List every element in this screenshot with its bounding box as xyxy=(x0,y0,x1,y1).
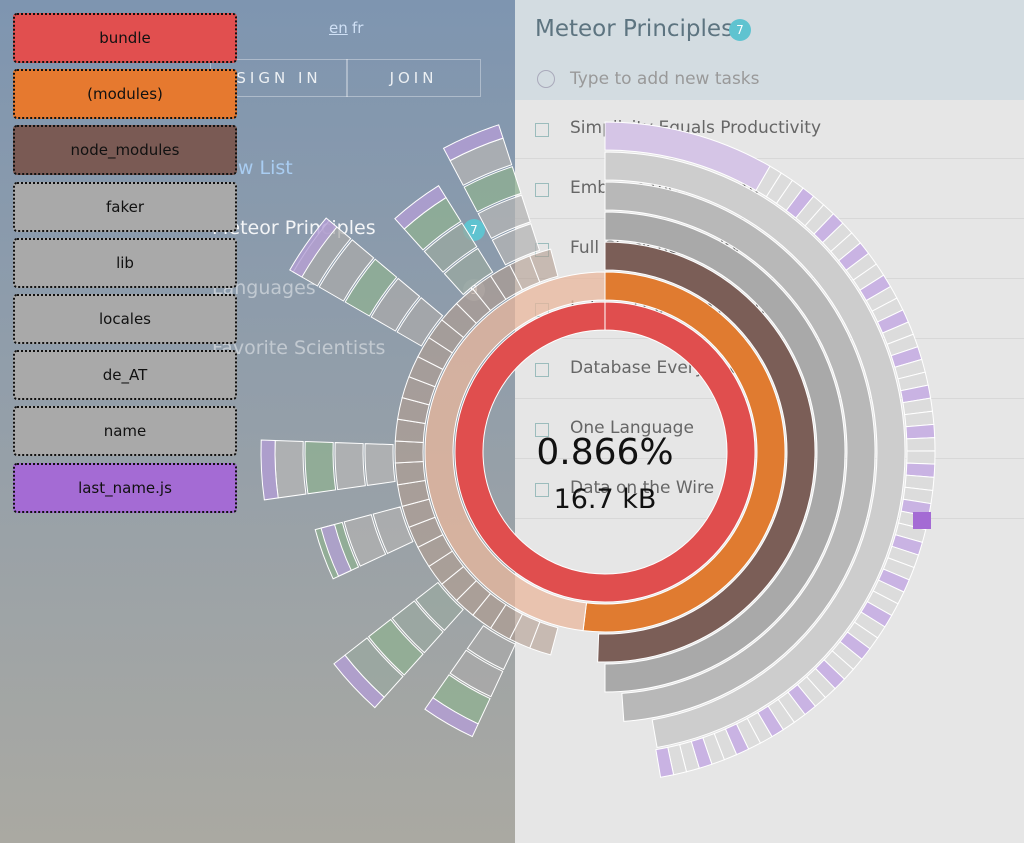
sunburst-segment xyxy=(370,277,421,332)
task-divider xyxy=(515,158,1024,159)
task-checkbox xyxy=(535,363,549,377)
sunburst-segment xyxy=(364,443,396,486)
sunburst-segment xyxy=(604,211,846,693)
sunburst-segment xyxy=(491,223,541,266)
list-item[interactable]: Languages xyxy=(212,277,316,299)
list-title: Meteor Principles xyxy=(535,16,734,42)
sunburst-segment xyxy=(289,217,338,278)
sunburst-segment xyxy=(443,247,494,296)
lang-link[interactable]: fr xyxy=(352,19,364,37)
sunburst-segment xyxy=(423,222,478,273)
sunburst-segment xyxy=(333,654,385,709)
sunburst-segment xyxy=(477,194,531,240)
breadcrumb-item: name xyxy=(13,406,237,457)
sunburst-segment xyxy=(372,506,414,555)
sunburst-segment xyxy=(334,442,366,491)
sunburst-segment xyxy=(391,600,444,654)
center-percent: 0.866% xyxy=(536,432,673,473)
breadcrumb-item: lib xyxy=(13,237,237,288)
sunburst-segment xyxy=(394,460,426,486)
breadcrumb-item: last_name.js xyxy=(13,462,237,513)
task-checkbox xyxy=(535,483,549,497)
sunburst-segment xyxy=(906,450,936,465)
sunburst-segment xyxy=(597,241,816,663)
sunburst-segment xyxy=(304,441,337,495)
sunburst-segment xyxy=(344,258,398,317)
selected-segment xyxy=(913,512,931,529)
breadcrumb-item: bundle xyxy=(13,13,237,63)
sunburst-segment xyxy=(463,166,522,213)
task-checkbox xyxy=(535,423,549,437)
task-checkbox xyxy=(535,123,549,137)
add-icon xyxy=(537,70,555,88)
sunburst-segment xyxy=(424,271,606,632)
breadcrumb-item: locales xyxy=(13,294,237,344)
breadcrumb-item: faker xyxy=(13,181,237,232)
task-text: One Language xyxy=(570,418,694,438)
sunburst-segment xyxy=(396,297,444,347)
sunburst-segment xyxy=(394,440,424,464)
breadcrumb-item: de_AT xyxy=(13,350,237,401)
task-input[interactable]: Type to add new tasks xyxy=(570,69,760,89)
sunburst-segment xyxy=(415,581,464,632)
sunburst-segment xyxy=(655,746,675,778)
task-text: Data on the Wire xyxy=(570,478,715,498)
sunburst-segment xyxy=(343,514,387,567)
sunburst-segment xyxy=(449,649,504,698)
breadcrumb-item: node_modules xyxy=(13,125,237,176)
breadcrumb-item: (modules) xyxy=(13,69,237,120)
join-button[interactable]: JOIN xyxy=(346,59,481,97)
header: Meteor Principles 7 Type to add new task… xyxy=(515,0,1024,100)
sunburst-segment xyxy=(318,239,375,302)
list-item[interactable]: Favorite Scientists xyxy=(212,337,386,359)
sunburst-segment xyxy=(466,624,517,671)
lang-link[interactable]: en xyxy=(329,19,348,37)
sunburst-segment xyxy=(320,523,352,577)
sunburst-segment xyxy=(424,697,479,738)
sunburst-segment xyxy=(260,439,279,501)
center-size: 16.7 kB xyxy=(554,484,657,515)
sunburst-segment xyxy=(604,181,876,722)
sunburst-segment xyxy=(454,301,756,603)
task-checkbox xyxy=(535,183,549,197)
sunburst-segment xyxy=(906,437,936,452)
sunburst-segment xyxy=(582,271,786,633)
sunburst-segment xyxy=(529,248,559,283)
sunburst-segment xyxy=(274,439,307,499)
sunburst-segment xyxy=(367,618,424,676)
sunburst-segment xyxy=(442,124,504,162)
sunburst-segment xyxy=(604,151,906,749)
title-count: 7 xyxy=(729,19,751,41)
sunburst-segment xyxy=(905,423,936,440)
sunburst-segment xyxy=(394,185,447,230)
